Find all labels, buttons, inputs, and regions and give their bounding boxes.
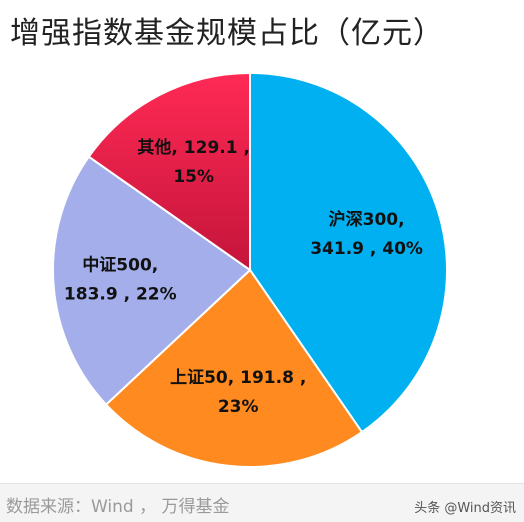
pie-slice-2 <box>104 268 364 468</box>
slice-label-line: 其他, 129.1 , <box>137 137 250 158</box>
slice-label-line: 23% <box>218 397 259 417</box>
slice-label-line: 15% <box>173 167 214 187</box>
slice-label-1: 沪深300, 341.9 , 40% <box>310 209 423 259</box>
slice-label-line: 中证500, <box>82 255 158 276</box>
slice-label-line: 183.9 , 22% <box>64 285 177 305</box>
slice-label-line: 沪深300, <box>329 209 405 230</box>
watermark-text: 头条 @Wind资讯 <box>414 501 516 516</box>
data-source-text: 数据来源：Wind ， 万得基金 <box>6 497 230 517</box>
pie-slice-3 <box>52 155 252 406</box>
slice-label-4: 其他, 129.1 , 15% <box>137 137 250 187</box>
pie-slice-1 <box>249 71 448 434</box>
slice-label-2: 上证50, 191.8 , 23% <box>170 368 306 417</box>
chart-title: 增强指数基金规模占比（亿元） <box>10 16 444 51</box>
pie-slice-4 <box>87 71 251 272</box>
footer-bar: 数据来源：Wind ， 万得基金 头条 @Wind资讯 <box>0 483 524 522</box>
slice-label-line: 上证50, 191.8 , <box>170 368 306 388</box>
slice-label-3: 中证500, 183.9 , 22% <box>64 255 177 305</box>
slice-label-line: 341.9 , 40% <box>310 239 423 259</box>
